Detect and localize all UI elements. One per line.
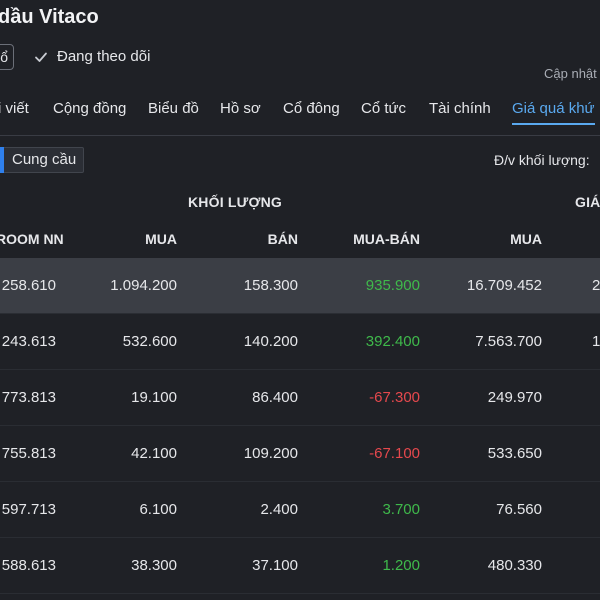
tab-chart[interactable]: Biểu đồ	[148, 100, 199, 117]
table-row[interactable]: 258.610 1.094.200 158.300 935.900 16.709.452…	[0, 258, 600, 314]
button-accent	[0, 147, 4, 173]
table-row[interactable]: 755.813 42.100 109.200 -67.100 533.650	[0, 426, 600, 482]
check-icon	[35, 52, 47, 62]
cell-value-buy: 249.970	[487, 389, 542, 406]
cell-net: 935.900	[365, 277, 420, 294]
volume-unit-label: Đ/v khối lượng:	[494, 152, 590, 168]
cell-buy: 19.100	[131, 389, 177, 406]
cell-sell: 158.300	[243, 277, 298, 294]
cell-partial: 2	[592, 277, 600, 294]
cell-value-buy: 76.560	[496, 501, 542, 518]
supply-demand-button[interactable]: Cung cầu	[0, 147, 84, 173]
col-header-net: MUA-BÁN	[353, 231, 420, 247]
cell-value-buy: 480.330	[487, 557, 542, 574]
cell-buy: 1.094.200	[110, 277, 177, 294]
cell-partial: 1	[592, 333, 600, 350]
table-row[interactable]: 597.713 6.100 2.400 3.700 76.560	[0, 482, 600, 538]
cell-value-buy: 533.650	[487, 445, 542, 462]
table-row[interactable]: 773.813 19.100 86.400 -67.300 249.970	[0, 370, 600, 426]
cell-net: -67.300	[369, 389, 420, 406]
following-button[interactable]: Đang theo dõi	[34, 48, 150, 65]
cell-room-nn: 773.813	[1, 389, 56, 406]
cell-sell: 86.400	[252, 389, 298, 406]
tab-profile[interactable]: Hồ sơ	[220, 100, 261, 117]
cell-value-buy: 7.563.700	[475, 333, 542, 350]
price-group-header: GIÁ	[575, 194, 600, 210]
partial-chip[interactable]: ổ	[0, 44, 14, 70]
updated-label: Cập nhật	[544, 66, 597, 81]
col-header-value-buy: MUA	[510, 231, 542, 247]
cell-buy: 38.300	[131, 557, 177, 574]
tab-shareholders[interactable]: Cổ đông	[283, 100, 340, 117]
col-header-room-nn: ROOM NN	[0, 231, 64, 247]
page-title: dầu Vitaco	[0, 6, 99, 28]
following-label: Đang theo dõi	[57, 48, 151, 65]
cell-buy: 42.100	[131, 445, 177, 462]
table-row[interactable]: 588.613 38.300 37.100 1.200 480.330	[0, 538, 600, 594]
cell-buy: 532.600	[122, 333, 177, 350]
cell-room-nn: 588.613	[1, 557, 56, 574]
tab-finance[interactable]: Tài chính	[429, 100, 491, 117]
cell-room-nn: 755.813	[1, 445, 56, 462]
tab-posts[interactable]: i viết	[0, 100, 29, 117]
volume-group-header: KHỐI LƯỢNG	[188, 194, 282, 210]
active-tab-indicator	[512, 123, 595, 125]
cell-buy: 6.100	[139, 501, 177, 518]
supply-demand-label: Cung cầu	[12, 151, 77, 168]
cell-room-nn: 597.713	[1, 501, 56, 518]
cell-sell: 37.100	[252, 557, 298, 574]
tab-bar: i viết Cộng đồng Biểu đồ Hồ sơ Cổ đông C…	[0, 96, 600, 136]
cell-net: 1.200	[382, 557, 420, 574]
cell-sell: 140.200	[243, 333, 298, 350]
cell-sell: 2.400	[260, 501, 298, 518]
cell-net: 3.700	[382, 501, 420, 518]
table-row[interactable]: 243.613 532.600 140.200 392.400 7.563.700 1	[0, 314, 600, 370]
tab-dividends[interactable]: Cổ tức	[361, 100, 407, 117]
cell-sell: 109.200	[243, 445, 298, 462]
cell-net: -67.100	[369, 445, 420, 462]
cell-room-nn: 243.613	[1, 333, 56, 350]
cell-room-nn: 258.610	[1, 277, 56, 294]
col-header-sell: BÁN	[267, 231, 298, 247]
cell-value-buy: 16.709.452	[466, 277, 542, 294]
col-header-buy: MUA	[145, 231, 177, 247]
tab-community[interactable]: Cộng đồng	[53, 100, 127, 117]
cell-net: 392.400	[365, 333, 420, 350]
tab-price-history[interactable]: Giá quá khứ	[512, 100, 595, 117]
